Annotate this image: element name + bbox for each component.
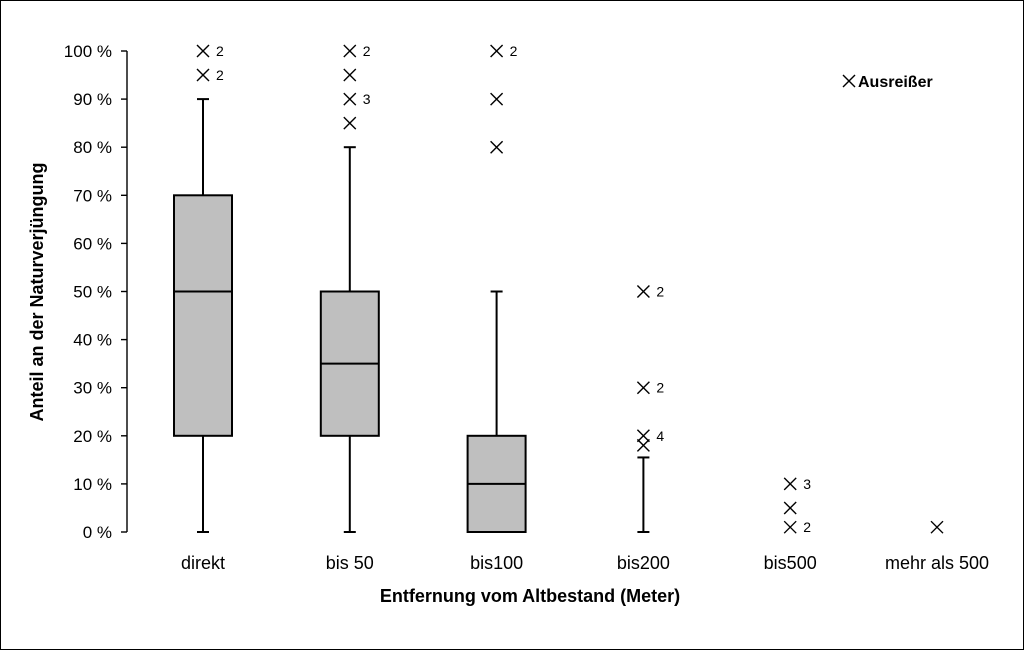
outlier-marker xyxy=(490,140,504,154)
outlier-stroke xyxy=(343,92,357,106)
outlier-count-label: 3 xyxy=(803,476,811,492)
x-category-label: mehr als 500 xyxy=(885,553,989,573)
outlier-count-label: 2 xyxy=(216,67,224,83)
box-group: 22 xyxy=(173,43,233,533)
legend: Ausreißer xyxy=(842,74,933,91)
y-tick-label: 90 % xyxy=(73,90,112,109)
x-category-label: direkt xyxy=(181,553,225,573)
outlier-stroke xyxy=(636,381,650,395)
outlier-count-label: 2 xyxy=(510,43,518,59)
y-tick-label: 30 % xyxy=(73,379,112,398)
x-category-label: bis500 xyxy=(764,553,817,573)
outlier-marker xyxy=(783,477,797,491)
outlier-stroke xyxy=(196,68,210,82)
outlier-stroke xyxy=(343,44,357,58)
x-category-label: bis100 xyxy=(470,553,523,573)
y-tick-label: 80 % xyxy=(73,138,112,157)
outlier-marker xyxy=(343,116,357,130)
outlier-stroke xyxy=(490,140,504,154)
outlier-stroke xyxy=(842,74,856,88)
outlier-count-label: 2 xyxy=(216,43,224,59)
outlier-stroke xyxy=(490,44,504,58)
outlier-marker xyxy=(636,438,650,452)
outlier-stroke xyxy=(636,429,650,443)
legend-outlier-icon xyxy=(842,74,856,88)
outlier-marker xyxy=(490,92,504,106)
outlier-stroke xyxy=(196,44,210,58)
outlier-stroke xyxy=(343,68,357,82)
outlier-count-label: 2 xyxy=(803,519,811,535)
outlier-stroke xyxy=(930,520,944,534)
outlier-stroke xyxy=(490,92,504,106)
outlier-stroke xyxy=(783,477,797,491)
outlier-count-label: 2 xyxy=(656,380,664,396)
outlier-count-label: 4 xyxy=(656,428,664,444)
outlier-marker xyxy=(196,44,210,58)
outlier-stroke xyxy=(783,501,797,515)
outlier-marker xyxy=(636,381,650,395)
outlier-stroke xyxy=(343,116,357,130)
x-axis-title: Entfernung vom Altbestand (Meter) xyxy=(380,586,680,606)
y-tick-label: 100 % xyxy=(64,42,112,61)
x-category-label: bis200 xyxy=(617,553,670,573)
x-category-label: bis 50 xyxy=(326,553,374,573)
box-group: 2 xyxy=(466,43,527,533)
y-tick-label: 70 % xyxy=(73,186,112,205)
outlier-stroke xyxy=(636,285,650,298)
box-group xyxy=(930,520,944,534)
outlier-marker xyxy=(636,285,650,298)
outlier-count-label: 2 xyxy=(656,284,664,300)
outlier-marker xyxy=(343,44,357,58)
outlier-stroke xyxy=(783,520,797,534)
box-group: 32 xyxy=(783,476,811,535)
y-tick-label: 40 % xyxy=(73,331,112,350)
outlier-count-label: 3 xyxy=(363,91,371,107)
box-group: 2 2 4 xyxy=(636,284,664,533)
y-tick-label: 20 % xyxy=(73,427,112,446)
outlier-marker xyxy=(196,68,210,82)
outlier-marker xyxy=(783,520,797,534)
legend-label: Ausreißer xyxy=(858,74,933,91)
outlier-stroke xyxy=(636,438,650,452)
outlier-marker xyxy=(930,520,944,534)
outlier-marker xyxy=(783,501,797,515)
outlier-marker xyxy=(490,44,504,58)
y-tick-label: 60 % xyxy=(73,234,112,253)
y-tick-label: 50 % xyxy=(73,283,112,302)
y-axis-title: Anteil an der Naturverjüngung xyxy=(27,162,47,421)
x-axis: direkt bis 50 bis100 bis200 bis500 mehr als 5… xyxy=(181,553,989,573)
y-tick-label: 10 % xyxy=(73,475,112,494)
outlier-marker xyxy=(636,429,650,443)
y-tick-label: 0 % xyxy=(83,523,112,542)
box-group: 23 xyxy=(319,43,380,533)
outlier-count-label: 2 xyxy=(363,43,371,59)
outlier-marker xyxy=(343,68,357,82)
outlier-marker xyxy=(343,92,357,106)
y-axis: 0 % 10 % 20 % 30 % 40 % 50 % 60 % 70 % 80 % 90 % 1… xyxy=(64,42,128,542)
iqr-box xyxy=(173,194,233,437)
